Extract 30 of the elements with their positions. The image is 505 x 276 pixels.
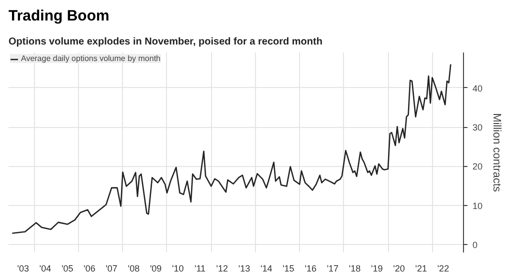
x-tick-label: '16: [304, 264, 316, 274]
x-tick-label: '12: [216, 264, 228, 274]
y-axis-title: Million contracts: [490, 113, 503, 192]
x-tick-label: '03: [17, 264, 30, 274]
y-tick-label: 20: [472, 162, 483, 172]
line-series: [12, 64, 452, 234]
x-tick-label: '10: [172, 264, 184, 274]
x-tick-label: '08: [128, 264, 140, 274]
x-tick-label: '04: [39, 264, 52, 274]
y-tick-label: 30: [472, 122, 483, 133]
x-tick-label: '07: [106, 264, 118, 274]
x-tick-label: '14: [260, 264, 272, 274]
chart-title: Trading Boom: [8, 8, 110, 24]
x-tick-label: '05: [62, 264, 74, 274]
x-tick-label: '06: [84, 264, 96, 274]
x-tick-label: '09: [150, 264, 162, 274]
y-tick-label: 40: [472, 83, 483, 94]
x-tick-label: '19: [371, 264, 383, 274]
x-tick-label: '22: [437, 264, 450, 274]
x-tick-label: '15: [282, 264, 294, 274]
x-tick-label: '17: [326, 264, 339, 274]
x-tick-label: '11: [194, 264, 206, 274]
x-tick-label: '20: [393, 264, 405, 274]
y-tick-label: 0: [472, 240, 478, 250]
x-tick-label: '13: [238, 264, 250, 274]
legend-label: Average daily options volume by month: [21, 54, 160, 63]
x-tick-label: '18: [348, 264, 361, 274]
y-tick-label: 10: [472, 200, 483, 211]
x-tick-label: '21: [415, 264, 427, 274]
chart-subtitle: Options volume explodes in November, poised for a record month: [8, 36, 322, 48]
